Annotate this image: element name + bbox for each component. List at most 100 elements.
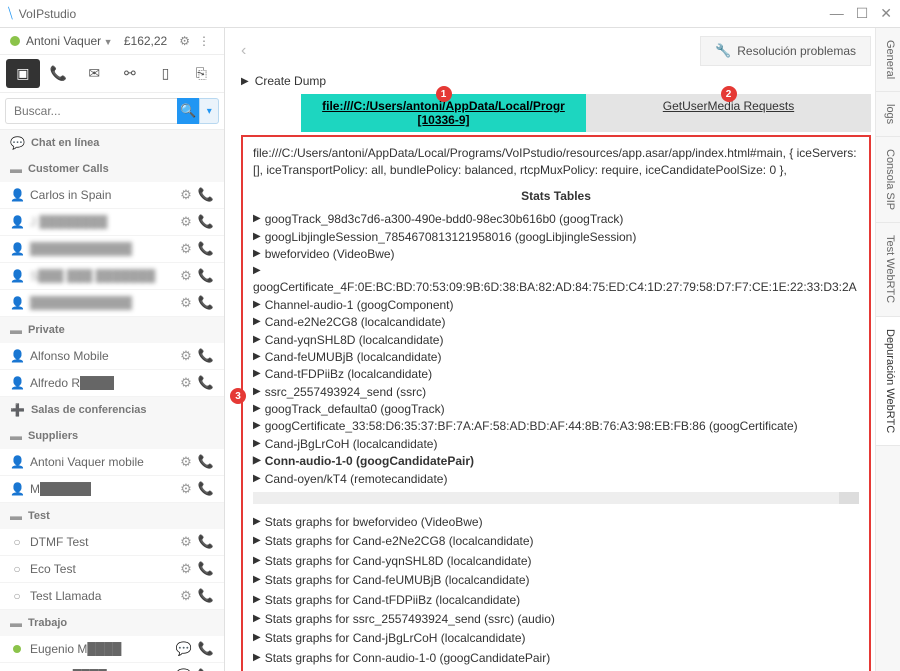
user-name[interactable]: Antoni Vaquer <box>26 34 124 48</box>
messages-tab-icon[interactable]: ✉ <box>77 59 111 88</box>
tree-item[interactable]: ▶googLibjingleSession_785467081312195801… <box>253 229 859 246</box>
chat-icon[interactable]: 💬 <box>176 641 192 657</box>
tree-item[interactable]: ▶googCertificate_33:58:D6:35:37:BF:7A:AF… <box>253 418 859 435</box>
phone-icon[interactable]: 📞 <box>198 641 214 657</box>
gear-icon[interactable]: ⚙ <box>180 348 192 364</box>
copy-tab-icon[interactable]: ⎘ <box>184 59 218 88</box>
stats-graph-item[interactable]: ▶Stats graphs for Cand-jBgLrCoH (localca… <box>253 628 859 647</box>
stats-graph-item[interactable]: ▶Stats graphs for ssrc_2557493924_send (… <box>253 609 859 628</box>
section-test[interactable]: ▬Test <box>0 503 224 529</box>
section-suppliers[interactable]: ▬Suppliers <box>0 423 224 449</box>
gear-icon[interactable]: ⚙ <box>180 214 192 230</box>
stats-graph-item[interactable]: ▶Stats graphs for Cand-feUMUBjB (localca… <box>253 570 859 589</box>
contact-row[interactable]: ○Test Llamada⚙📞 <box>0 583 224 610</box>
section-chat[interactable]: 💬Chat en línea <box>0 130 224 156</box>
phone-icon[interactable]: 📞 <box>198 214 214 230</box>
contacts-tab-icon[interactable]: ▣ <box>6 59 40 88</box>
stats-graph-item[interactable]: ▶Stats graphs for Cand-oyen/kT4 (remotec… <box>253 667 859 671</box>
contact-row[interactable]: 👤J ████████⚙📞 <box>0 209 224 236</box>
stats-graph-item[interactable]: ▶Stats graphs for Cand-tFDPiiBz (localca… <box>253 590 859 609</box>
gear-icon[interactable]: ⚙ <box>180 454 192 470</box>
phone-icon[interactable]: 📞 <box>198 375 214 391</box>
section-salas[interactable]: ➕Salas de conferencias <box>0 397 224 423</box>
contact-row[interactable]: 👤████████████⚙📞 <box>0 290 224 317</box>
section-private[interactable]: ▬Private <box>0 317 224 343</box>
tree-item[interactable]: ▶Cand-tFDPiiBz (localcandidate) <box>253 366 859 383</box>
tree-item[interactable]: ▶Cand-oyen/kT4 (remotecandidate) <box>253 471 859 488</box>
phone-icon[interactable]: 📞 <box>198 534 214 550</box>
phone-icon[interactable]: 📞 <box>198 454 214 470</box>
gear-icon[interactable]: ⚙ <box>180 588 192 604</box>
phone-icon[interactable]: 📞 <box>198 561 214 577</box>
mobile-tab-icon[interactable]: ▯ <box>149 59 183 88</box>
gear-icon[interactable]: ⚙ <box>180 187 192 203</box>
vtab-depuracion[interactable]: Depuración WebRTC <box>876 317 900 446</box>
tree-item[interactable]: ▶Cand-jBgLrCoH (localcandidate) <box>253 436 859 453</box>
search-button[interactable]: 🔍 <box>177 98 199 124</box>
triangle-icon[interactable]: ▶ <box>253 263 261 279</box>
vtab-consola[interactable]: Consola SIP <box>876 137 900 223</box>
tree-item[interactable]: ▶googTrack_98d3c7d6-a300-490e-bdd0-98ec3… <box>253 211 859 228</box>
back-icon[interactable]: ‹ <box>241 42 246 60</box>
settings-icon[interactable]: ⚙ <box>179 34 190 48</box>
section-customer[interactable]: ▬Customer Calls <box>0 156 224 182</box>
gear-icon[interactable]: ⚙ <box>180 481 192 497</box>
tree-item[interactable]: ▶googTrack_defaulta0 (googTrack) <box>253 401 859 418</box>
chat-icon: 💬 <box>10 136 25 150</box>
tree-item[interactable]: ▶Conn-audio-1-0 (googCandidatePair) <box>253 453 859 470</box>
vtab-logs[interactable]: logs <box>876 92 900 137</box>
voicemail-tab-icon[interactable]: ⚯ <box>113 59 147 88</box>
gear-icon[interactable]: ⚙ <box>180 375 192 391</box>
section-trabajo[interactable]: ▬Trabajo <box>0 610 224 636</box>
gear-icon[interactable]: ⚙ <box>180 268 192 284</box>
tree-item[interactable]: ▶Cand-e2Ne2CG8 (localcandidate) <box>253 314 859 331</box>
filter-button[interactable]: ▾ <box>199 98 219 124</box>
titlebar: ⧹ VoIPstudio — ☐ ✕ <box>0 0 900 28</box>
tree-item[interactable]: ▶bweforvideo (VideoBwe) <box>253 246 859 263</box>
tree-item[interactable]: ▶Cand-feUMUBjB (localcandidate) <box>253 349 859 366</box>
contact-row[interactable]: 👤S███ ███ ███████⚙📞 <box>0 263 224 290</box>
gear-icon[interactable]: ⚙ <box>180 241 192 257</box>
phone-icon[interactable]: 📞 <box>198 268 214 284</box>
gear-icon[interactable]: ⚙ <box>180 295 192 311</box>
vtab-general[interactable]: General <box>876 28 900 92</box>
tool-tab[interactable]: 🔧Resolución problemas <box>700 36 871 66</box>
stats-graph-item[interactable]: ▶Stats graphs for Cand-e2Ne2CG8 (localca… <box>253 531 859 550</box>
more-icon[interactable]: ⋮ <box>198 34 210 48</box>
phone-icon[interactable]: 📞 <box>198 295 214 311</box>
stats-graph-item[interactable]: ▶Stats graphs for bweforvideo (VideoBwe) <box>253 512 859 531</box>
tab-getusermedia[interactable]: 2 GetUserMedia Requests <box>586 94 871 132</box>
phone-icon[interactable]: 📞 <box>198 481 214 497</box>
phone-icon[interactable]: 📞 <box>198 187 214 203</box>
phone-icon[interactable]: 📞 <box>198 348 214 364</box>
contact-row[interactable]: Pablo C████💬📞 <box>0 663 224 671</box>
contact-row[interactable]: 👤Antoni Vaquer mobile⚙📞 <box>0 449 224 476</box>
triangle-icon: ▶ <box>253 314 261 330</box>
create-dump[interactable]: ▶Create Dump <box>241 72 871 94</box>
gear-icon[interactable]: ⚙ <box>180 534 192 550</box>
tab-file[interactable]: 1 file:///C:/Users/antoni/AppData/Local/… <box>301 94 586 132</box>
search-input[interactable] <box>5 98 177 124</box>
minimize-icon[interactable]: — <box>830 5 844 22</box>
phone-icon[interactable]: 📞 <box>198 588 214 604</box>
contact-row[interactable]: 👤Alfredo R████⚙📞 <box>0 370 224 397</box>
maximize-icon[interactable]: ☐ <box>856 5 869 22</box>
vtab-testwebrtc[interactable]: Test WebRTC <box>876 223 900 316</box>
tree-item[interactable]: ▶Channel-audio-1 (googComponent) <box>253 297 859 314</box>
calls-tab-icon[interactable]: 📞 <box>42 59 76 88</box>
contact-row[interactable]: 👤Carlos in Spain⚙📞 <box>0 182 224 209</box>
phone-icon[interactable]: 📞 <box>198 241 214 257</box>
contact-row[interactable]: 👤████████████⚙📞 <box>0 236 224 263</box>
contact-row[interactable]: Eugenio M████💬📞 <box>0 636 224 663</box>
stats-graph-item[interactable]: ▶Stats graphs for Cand-yqnSHL8D (localca… <box>253 551 859 570</box>
horizontal-scrollbar[interactable] <box>253 492 859 504</box>
tree-item[interactable]: ▶Cand-yqnSHL8D (localcandidate) <box>253 332 859 349</box>
contact-row[interactable]: ○Eco Test⚙📞 <box>0 556 224 583</box>
tree-item[interactable]: ▶ssrc_2557493924_send (ssrc) <box>253 384 859 401</box>
contact-row[interactable]: 👤M██████⚙📞 <box>0 476 224 503</box>
gear-icon[interactable]: ⚙ <box>180 561 192 577</box>
contact-row[interactable]: 👤Alfonso Mobile⚙📞 <box>0 343 224 370</box>
contact-row[interactable]: ○DTMF Test⚙📞 <box>0 529 224 556</box>
close-icon[interactable]: ✕ <box>880 5 892 22</box>
stats-graph-item[interactable]: ▶Stats graphs for Conn-audio-1-0 (googCa… <box>253 648 859 667</box>
